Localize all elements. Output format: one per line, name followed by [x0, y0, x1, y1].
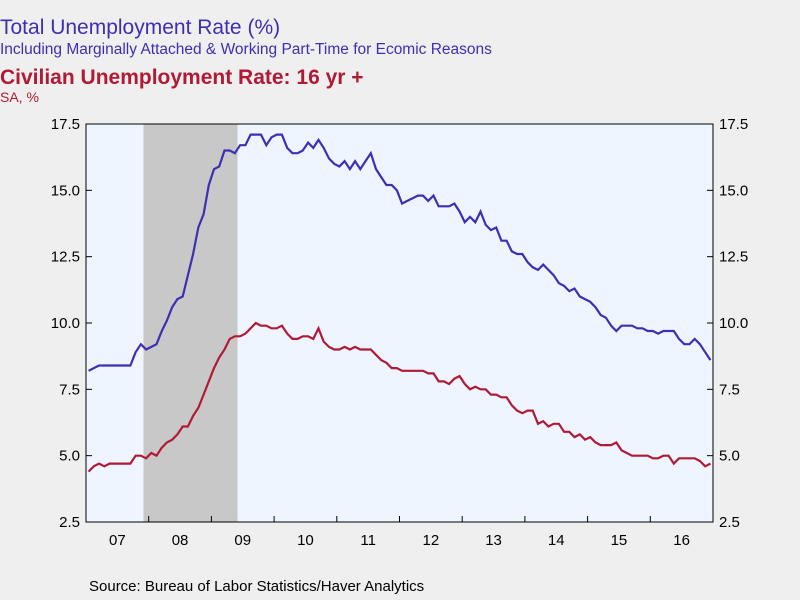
- x-tick-label: 08: [172, 532, 189, 549]
- y-tick-label-left: 2.5: [59, 514, 80, 531]
- y-tick-label-right: 12.5: [719, 249, 748, 266]
- x-tick-label: 10: [297, 532, 314, 549]
- x-tick-label: 07: [109, 532, 126, 549]
- y-tick-label-left: 12.5: [51, 249, 80, 266]
- x-tick-label: 16: [673, 532, 690, 549]
- x-tick-label: 09: [234, 532, 251, 549]
- y-tick-label-right: 15.0: [719, 182, 748, 199]
- x-tick-label: 11: [360, 532, 376, 549]
- chart-subtitle-2: SA, %: [0, 89, 39, 105]
- y-tick-label-right: 17.5: [719, 116, 748, 133]
- y-tick-label-left: 17.5: [51, 116, 80, 133]
- y-tick-label-right: 2.5: [719, 514, 740, 531]
- x-tick-label: 12: [423, 532, 440, 549]
- y-tick-label-left: 15.0: [51, 182, 80, 199]
- y-tick-label-left: 7.5: [59, 381, 80, 398]
- chart-title-2: Civilian Unemployment Rate: 16 yr +: [0, 66, 364, 89]
- y-tick-label-left: 10.0: [51, 315, 80, 332]
- series-line-civilian-unemployment: [87, 321, 711, 473]
- chart-title: Total Unemployment Rate (%): [0, 16, 281, 39]
- x-tick-label: 14: [548, 532, 565, 549]
- y-tick-label-left: 5.0: [59, 448, 80, 465]
- y-tick-label-right: 5.0: [719, 448, 740, 465]
- x-tick-label: 13: [485, 532, 502, 549]
- source-note: Source: Bureau of Labor Statistics/Haver…: [89, 578, 425, 595]
- chart-subtitle: Including Marginally Attached & Working …: [0, 41, 492, 58]
- series-line-total-unemployment: [88, 133, 712, 372]
- recession-band: [143, 124, 238, 522]
- y-tick-label-right: 7.5: [719, 381, 740, 398]
- x-tick-label: 15: [611, 532, 628, 549]
- y-tick-label-right: 10.0: [719, 315, 748, 332]
